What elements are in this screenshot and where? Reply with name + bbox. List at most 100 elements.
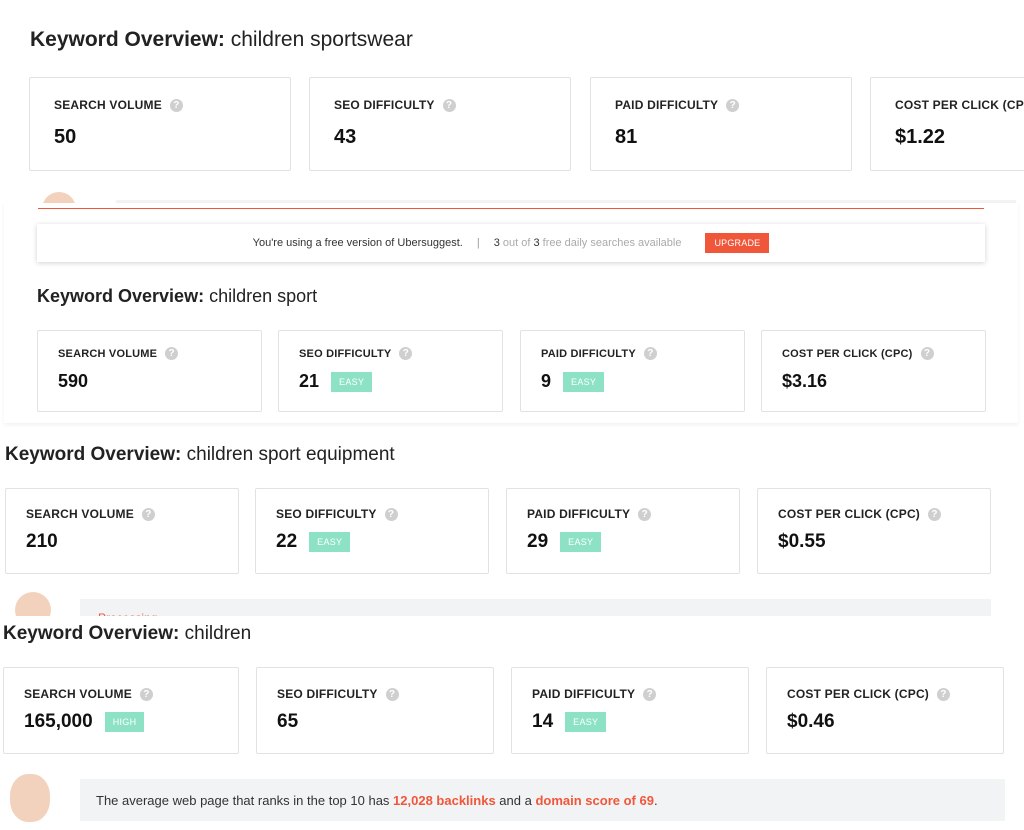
help-icon[interactable]: ?	[139, 687, 153, 701]
avatar	[10, 774, 50, 822]
metric-label: PAID DIFFICULTY	[615, 98, 719, 112]
metric-value: $0.55	[778, 531, 826, 552]
metric-value: 81	[615, 126, 638, 148]
help-icon[interactable]: ?	[726, 98, 740, 112]
out-of-text: out of	[499, 237, 534, 249]
help-icon[interactable]: ?	[165, 347, 179, 360]
help-icon[interactable]: ?	[643, 347, 657, 360]
difficulty-badge: EASY	[309, 532, 351, 552]
search-volume-card: SEARCH VOLUME ? 165,000 HIGH	[3, 667, 239, 754]
keyword-text: children	[184, 623, 252, 644]
processing-bar: Processing	[80, 599, 991, 619]
searches-total: 3	[533, 237, 540, 249]
cost-per-click-card: COST PER CLICK (CPC) ? $3.16	[761, 330, 986, 412]
help-icon[interactable]: ?	[643, 687, 657, 701]
metric-label: PAID DIFFICULTY	[527, 507, 631, 521]
banner-separator: |	[476, 237, 480, 249]
cost-per-click-card: COST PER CLICK (CPC) ? $0.46	[766, 667, 1004, 754]
progress-line	[38, 208, 984, 209]
available-text: free daily searches available	[539, 237, 682, 249]
metric-value: 43	[334, 126, 357, 148]
searches-used: 3	[493, 237, 500, 249]
help-icon[interactable]: ?	[399, 347, 413, 360]
tip-bar: The average web page that ranks in the t…	[80, 779, 1005, 821]
page-title: Keyword Overview: children sport	[37, 286, 317, 307]
metric-value: 29	[527, 531, 549, 552]
help-icon[interactable]: ?	[928, 507, 941, 521]
metric-value: 9	[541, 371, 552, 391]
cost-per-click-card: COST PER CLICK (CPC) $1.22	[870, 77, 1024, 171]
keyword-text: children sport equipment	[186, 444, 395, 465]
paid-difficulty-card: PAID DIFFICULTY ? 14 EASY	[511, 667, 749, 754]
metric-value: 65	[277, 711, 299, 732]
metric-value: 14	[532, 711, 554, 732]
metric-label: COST PER CLICK (CPC)	[778, 507, 920, 521]
metric-label: SEARCH VOLUME	[24, 687, 132, 701]
seo-difficulty-card: SEO DIFFICULTY ? 22 EASY	[255, 488, 489, 574]
processing-text: Processing	[98, 611, 158, 619]
metric-label: COST PER CLICK (CPC)	[782, 347, 913, 360]
title-label: Keyword Overview:	[37, 286, 205, 306]
metric-label: COST PER CLICK (CPC)	[895, 98, 1024, 112]
metric-label: SEO DIFFICULTY	[276, 507, 377, 521]
upgrade-button[interactable]: UPGRADE	[705, 233, 770, 253]
metric-value: 22	[276, 531, 298, 552]
volume-badge: HIGH	[104, 712, 145, 732]
help-icon[interactable]: ?	[385, 687, 399, 701]
tip-middle: and a	[495, 792, 536, 808]
paid-difficulty-card: PAID DIFFICULTY ? 9 EASY	[520, 330, 745, 412]
metric-value: 21	[299, 371, 320, 391]
metric-label: SEARCH VOLUME	[26, 507, 134, 521]
search-volume-card: SEARCH VOLUME ? 210	[5, 488, 239, 574]
tip-suffix: .	[653, 792, 658, 808]
metric-label: PAID DIFFICULTY	[541, 347, 636, 360]
help-icon[interactable]: ?	[384, 507, 398, 521]
help-icon[interactable]: ?	[141, 507, 155, 521]
domain-score-link[interactable]: domain score of 69	[535, 792, 654, 808]
cost-per-click-card: COST PER CLICK (CPC) ? $0.55	[757, 488, 991, 574]
search-volume-card: SEARCH VOLUME ? 50	[29, 77, 291, 171]
page-title: Keyword Overview: children sportswear	[30, 28, 413, 52]
metric-value: $1.22	[895, 126, 946, 148]
title-label: Keyword Overview:	[3, 623, 180, 644]
search-volume-card: SEARCH VOLUME ? 590	[37, 330, 262, 412]
page-title: Keyword Overview: children sport equipme…	[5, 444, 395, 466]
help-icon[interactable]: ?	[638, 507, 652, 521]
metric-value: 165,000	[24, 711, 93, 732]
page-title: Keyword Overview: children	[3, 623, 251, 645]
help-icon[interactable]: ?	[937, 687, 950, 701]
free-version-text: You're using a free version of Ubersugge…	[252, 237, 463, 249]
title-label: Keyword Overview:	[30, 28, 225, 51]
keyword-text: children sport	[209, 286, 318, 306]
difficulty-badge: EASY	[560, 532, 602, 552]
title-label: Keyword Overview:	[5, 444, 182, 465]
seo-difficulty-card: SEO DIFFICULTY ? 65	[256, 667, 494, 754]
keyword-overview-panel-4: Keyword Overview: children SEARCH VOLUME…	[0, 616, 1024, 830]
metric-value: 590	[58, 371, 89, 391]
seo-difficulty-card: SEO DIFFICULTY ? 43	[309, 77, 571, 171]
paid-difficulty-card: PAID DIFFICULTY ? 29 EASY	[506, 488, 740, 574]
tip-prefix: The average web page that ranks in the t…	[96, 792, 394, 808]
seo-difficulty-card: SEO DIFFICULTY ? 21 EASY	[278, 330, 503, 412]
metric-value: 50	[54, 126, 77, 148]
metric-label: COST PER CLICK (CPC)	[787, 687, 929, 701]
metric-label: PAID DIFFICULTY	[532, 687, 636, 701]
free-version-banner: You're using a free version of Ubersugge…	[37, 224, 985, 262]
keyword-overview-panel-1: Keyword Overview: children sportswear SE…	[0, 0, 1024, 210]
metric-label: SEARCH VOLUME	[54, 98, 162, 112]
metric-label: SEO DIFFICULTY	[299, 347, 392, 360]
keyword-text: children sportswear	[230, 28, 413, 51]
difficulty-badge: EASY	[563, 371, 605, 392]
metric-label: SEO DIFFICULTY	[334, 98, 435, 112]
difficulty-badge: EASY	[331, 371, 373, 392]
backlinks-link[interactable]: 12,028 backlinks	[393, 792, 496, 808]
metric-value: $3.16	[782, 371, 828, 391]
help-icon[interactable]: ?	[169, 98, 183, 112]
metric-value: 210	[26, 531, 58, 552]
help-icon[interactable]: ?	[920, 347, 934, 360]
metric-label: SEO DIFFICULTY	[277, 687, 378, 701]
metric-label: SEARCH VOLUME	[58, 347, 158, 360]
difficulty-badge: EASY	[565, 712, 607, 732]
help-icon[interactable]: ?	[442, 98, 456, 112]
metric-value: $0.46	[787, 711, 835, 732]
